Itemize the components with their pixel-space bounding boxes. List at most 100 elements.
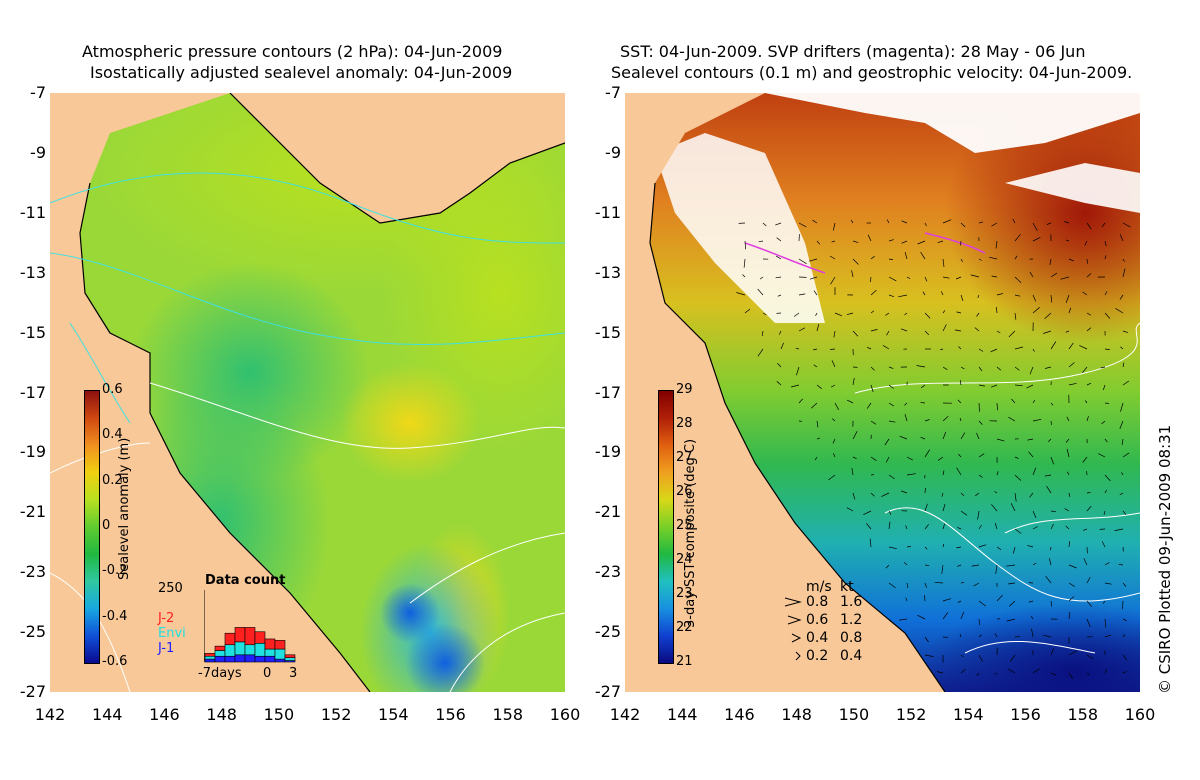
left-y-tick: -19 [19,442,46,462]
data-count-bar-j2 [264,638,276,650]
data-count-bar-j2 [244,627,256,646]
data-count-bar-envi [224,644,236,657]
left-y-tick: -7 [30,83,46,102]
sealevel-colorbar-tick: 0 [102,518,111,533]
data-count-bar-j1 [224,655,236,663]
velocity-arrow-icon [791,631,802,649]
right-y-tick: -27 [594,682,621,701]
sealevel-colorbar-tick: -0.4 [102,608,128,624]
sealevel-colorbar-tick: 0.6 [102,382,123,397]
left-x-tick: 156 [435,705,466,724]
right-y-tick: -17 [594,382,621,402]
data-count-bar-envi [234,641,246,656]
left-y-tick: -23 [19,562,46,582]
sst-colorbar-tick: 26 [676,484,693,499]
data-count-bar-envi [284,657,296,661]
velocity-legend-ms: 0.6 [806,612,829,628]
data-count-bar-envi [274,648,286,660]
right-title-line1: SST: 04-Jun-2009. SVP drifters (magenta)… [620,42,1086,61]
sst-colorbar-tick: 27 [676,450,693,465]
sealevel-colorbar-tick: -0.2 [102,563,128,579]
data-count-bar-envi [214,650,226,657]
sst-colorbar-tick: 23 [676,586,693,601]
data-count-bar-j1 [204,658,216,663]
left-y-tick: -17 [19,382,46,402]
right-y-tick: -11 [594,202,621,222]
right-x-tick: 142 [609,705,641,724]
sst-colorbar-tick: 29 [676,382,693,397]
sealevel-colorbar-label: Sealevel anomaly (m) [117,437,132,580]
sealevel-anomaly-map [50,93,565,692]
velocity-arrow-icon [784,595,802,613]
velocity-legend-kt: 1.6 [840,594,863,610]
left-y-tick: -9 [30,142,46,162]
data-count-bar-j1 [264,655,276,663]
credit-text: © CSIRO Plotted 09-Jun-2009 08:31 [1156,424,1174,694]
left-y-tick: -15 [19,322,46,342]
right-x-tick: 160 [1124,705,1156,724]
right-x-tick: 146 [724,705,755,724]
velocity-legend-ms: 0.8 [806,594,829,610]
data-count-bar-envi [204,655,216,660]
right-x-tick: 144 [666,705,698,724]
left-y-tick: -13 [19,262,46,282]
right-x-tick: 154 [953,705,984,724]
velocity-legend-kt: 1.2 [840,612,863,628]
data-count-ymax: 250 [158,581,183,596]
velocity-legend-ms: 0.2 [806,648,829,664]
left-title-line2: Isostatically adjusted sealevel anomaly:… [90,63,513,82]
data-count-bar-j2 [214,645,226,651]
left-x-tick: 152 [320,705,352,724]
sst-colorbar-tick: 28 [676,416,693,431]
data-count-bar-j2 [284,654,296,658]
right-y-tick: -9 [605,142,621,162]
sst-colorbar [658,390,674,664]
data-count-title: Data count [205,573,286,588]
velocity-legend-header-ms: m/s [806,579,832,595]
sealevel-colorbar-tick: 0.2 [102,472,123,488]
left-x-tick: 160 [549,705,581,724]
left-title-line1: Atmospheric pressure contours (2 hPa): 0… [82,42,503,61]
right-y-tick: -25 [594,622,621,642]
right-y-tick: -13 [594,262,621,282]
right-y-tick: -21 [594,502,621,522]
data-count-bar-j2 [274,640,286,650]
data-count-bar-j1 [214,655,226,663]
geostrophic-velocity-arrows [736,218,1131,679]
legend-j2: J-2 [158,611,175,626]
right-y-tick: -19 [594,442,621,462]
left-x-tick: 154 [378,705,409,724]
velocity-legend-kt: 0.8 [840,630,863,646]
data-count-bar-j1 [274,658,286,663]
data-count-bar-j2 [224,632,236,646]
left-x-tick: 146 [149,705,180,724]
velocity-legend-ms: 0.4 [806,630,829,646]
velocity-arrow-icon [795,649,802,667]
data-count-bar-j2 [234,627,246,643]
data-count-bar-j2 [204,653,216,657]
velocity-legend-header-kt: kt [840,579,854,595]
data-count-bar-envi [264,648,276,657]
right-title-line2: Sealevel contours (0.1 m) and geostrophi… [611,63,1133,82]
left-x-tick: 148 [206,705,237,724]
left-x-tick: 150 [263,705,295,724]
sealevel-colorbar [84,390,100,664]
data-count-xlabel-end: 3 [289,666,298,681]
data-count-bar-j1 [244,654,256,663]
left-y-tick: -27 [19,682,46,701]
sealevel-colorbar-tick: -0.6 [102,654,128,669]
legend-j1: J-1 [158,641,175,656]
right-x-tick: 158 [1067,705,1099,724]
velocity-arrow-icon [787,613,802,631]
sst-colorbar-tick: 21 [676,654,693,669]
data-count-bar-j1 [254,655,266,663]
right-x-tick: 150 [838,705,870,724]
left-x-tick: 158 [492,705,524,724]
sst-map [625,93,1140,692]
data-count-xlabel-zero: 0 [263,666,272,681]
right-x-tick: 152 [895,705,927,724]
right-x-tick: 148 [781,705,812,724]
left-y-tick: -21 [19,502,46,522]
right-y-tick: -23 [594,562,621,582]
sealevel-colorbar-tick: 0.4 [102,427,123,443]
